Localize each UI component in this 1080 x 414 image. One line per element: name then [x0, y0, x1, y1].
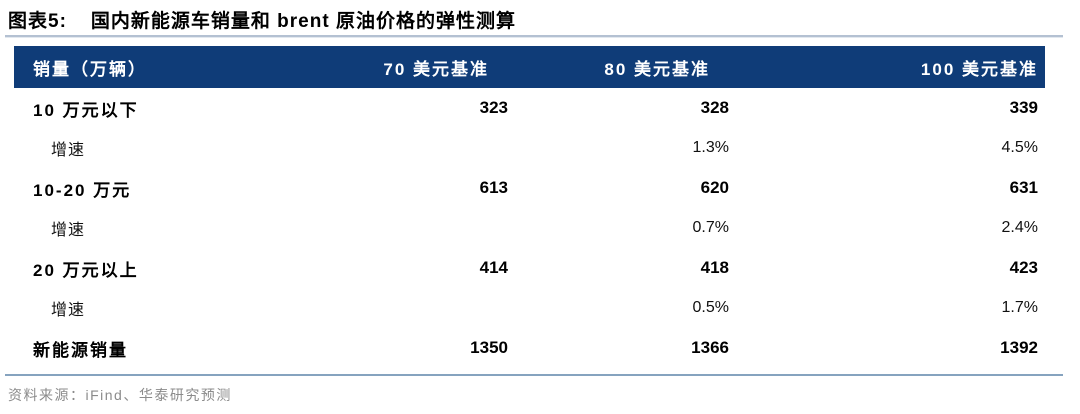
value-cell: 323 [479, 98, 508, 117]
value-cell: 0.5% [692, 299, 729, 316]
elasticity-table-container: 销量（万辆） 70 美元基准 80 美元基准 100 美元基准 10 万元以下 … [14, 46, 1045, 368]
value-cell: 1.7% [1001, 299, 1038, 316]
value-cell: 1366 [691, 338, 729, 357]
source-note: 资料来源：iFind、华泰研究预测 [8, 387, 232, 403]
table-row: 增速 1.3% 4.5% [14, 128, 1045, 168]
value-cell [314, 288, 515, 328]
table-bottom-rule [5, 374, 1063, 376]
column-header-70usd: 70 美元基准 [314, 46, 515, 88]
figure-title-text: 国内新能源车销量和 brent 原油价格的弹性测算 [90, 11, 516, 32]
column-header-sales-units: 销量（万辆） [14, 46, 314, 88]
value-cell: 0.7% [692, 219, 729, 236]
value-cell: 2.4% [1001, 219, 1038, 236]
row-label-cell: 10 万元以下 [33, 100, 139, 120]
value-cell: 1.3% [692, 139, 729, 156]
value-cell [314, 128, 515, 168]
table-header: 销量（万辆） 70 美元基准 80 美元基准 100 美元基准 [14, 46, 1045, 88]
row-label-cell: 20 万元以上 [33, 260, 139, 280]
value-cell: 631 [1009, 178, 1038, 197]
value-cell: 418 [700, 258, 729, 277]
value-cell: 613 [479, 178, 508, 197]
value-cell [314, 208, 515, 248]
row-label-cell: 增速 [51, 142, 86, 159]
value-cell: 423 [1009, 258, 1038, 277]
row-label-cell: 新能源销量 [33, 340, 128, 360]
table-row: 20 万元以上 414 418 423 [14, 248, 1045, 288]
row-label-cell: 10-20 万元 [33, 180, 132, 200]
title-divider-line [5, 35, 1063, 38]
column-header-100usd: 100 美元基准 [736, 46, 1045, 88]
value-cell: 414 [479, 258, 508, 277]
value-cell: 1350 [470, 338, 508, 357]
table-row: 新能源销量 1350 1366 1392 [14, 328, 1045, 368]
table-header-row: 销量（万辆） 70 美元基准 80 美元基准 100 美元基准 [14, 46, 1045, 88]
figure-title: 图表5: 国内新能源车销量和 brent 原油价格的弹性测算 [8, 6, 516, 33]
row-label-cell: 增速 [51, 302, 86, 319]
elasticity-table: 销量（万辆） 70 美元基准 80 美元基准 100 美元基准 10 万元以下 … [14, 46, 1045, 368]
table-row: 10 万元以下 323 328 339 [14, 88, 1045, 128]
table-row: 增速 0.5% 1.7% [14, 288, 1045, 328]
value-cell: 328 [700, 98, 729, 117]
table-row: 10-20 万元 613 620 631 [14, 168, 1045, 208]
value-cell: 620 [700, 178, 729, 197]
value-cell: 4.5% [1001, 139, 1038, 156]
value-cell: 1392 [1000, 338, 1038, 357]
value-cell: 339 [1009, 98, 1038, 117]
column-header-80usd: 80 美元基准 [515, 46, 736, 88]
table-body: 10 万元以下 323 328 339 增速 1.3% 4.5% 10-20 万… [14, 88, 1045, 368]
figure-number-label: 图表5: [8, 11, 67, 32]
row-label-cell: 增速 [51, 222, 86, 239]
table-row: 增速 0.7% 2.4% [14, 208, 1045, 248]
